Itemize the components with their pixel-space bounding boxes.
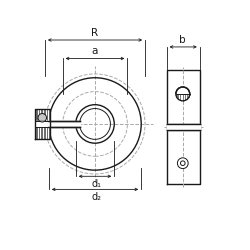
Circle shape — [178, 158, 188, 168]
Text: d₁: d₁ — [92, 178, 102, 188]
Polygon shape — [48, 121, 80, 127]
Text: a: a — [92, 46, 98, 56]
Polygon shape — [166, 124, 200, 130]
Polygon shape — [35, 108, 50, 139]
Text: b: b — [180, 35, 186, 45]
Text: R: R — [92, 28, 98, 38]
Circle shape — [176, 87, 190, 101]
Circle shape — [180, 161, 185, 166]
Circle shape — [38, 114, 46, 122]
Polygon shape — [166, 70, 200, 184]
Text: d₂: d₂ — [92, 192, 102, 202]
